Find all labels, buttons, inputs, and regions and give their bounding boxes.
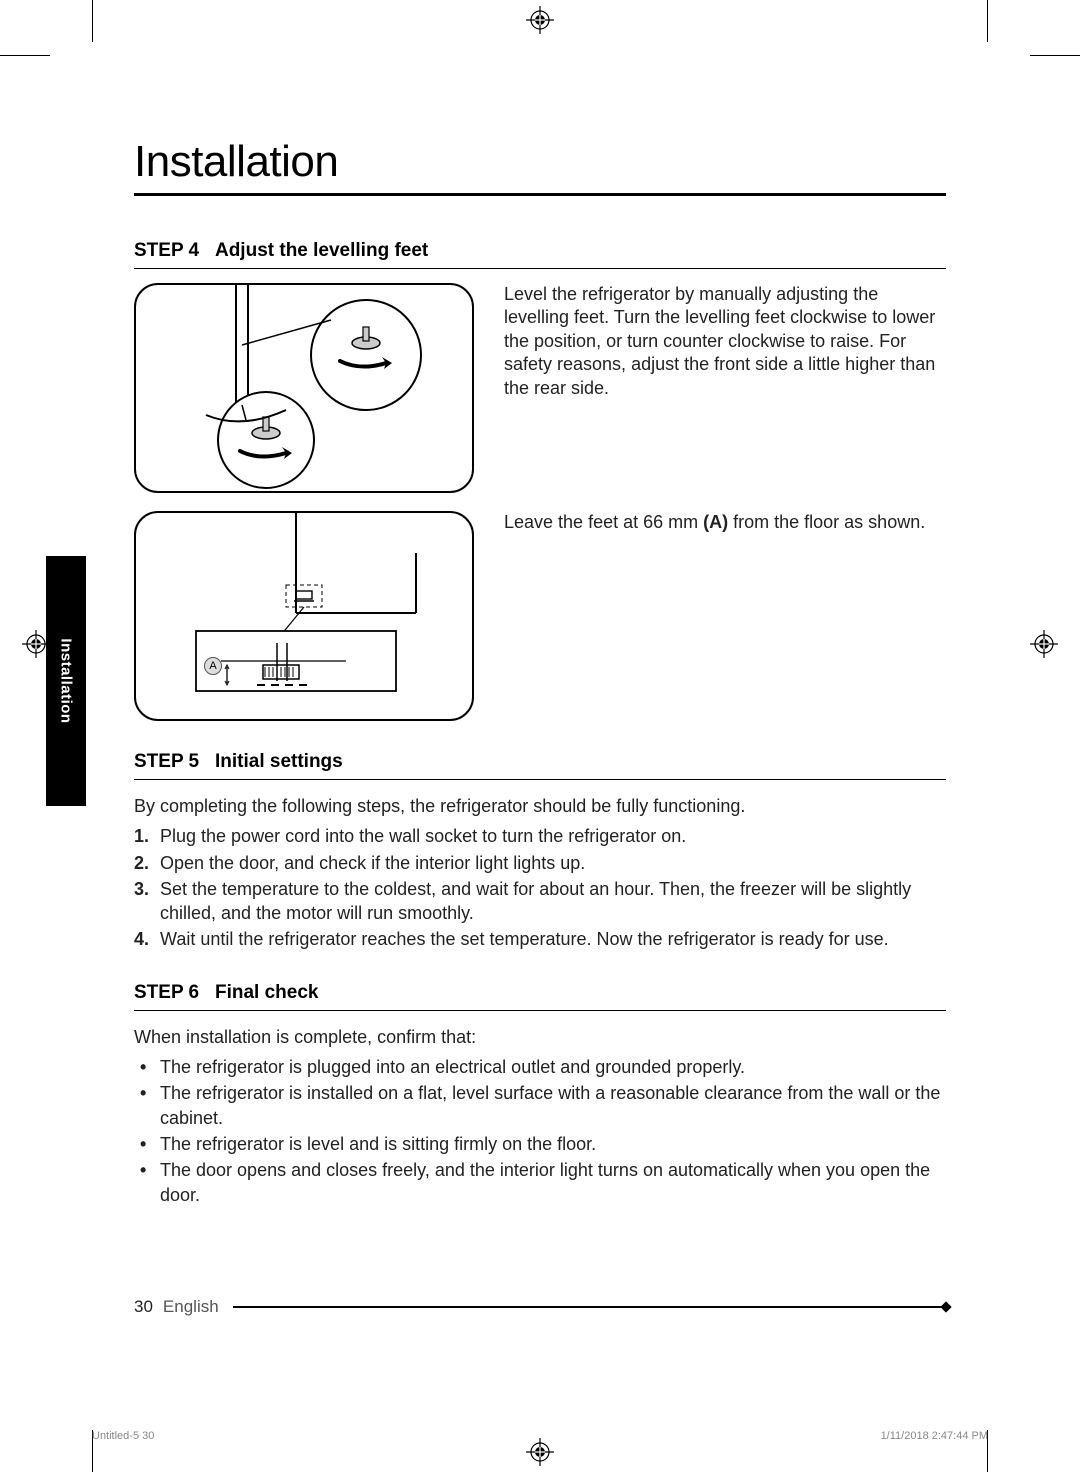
registration-mark-icon xyxy=(526,1438,554,1466)
page-content: Installation STEP 4 Adjust the levelling… xyxy=(92,55,988,1417)
page-footer: 30 English xyxy=(134,1297,946,1317)
step-label: STEP 6 xyxy=(134,982,199,1003)
list-item: Set the temperature to the coldest, and … xyxy=(134,877,946,926)
step-heading: STEP 6 Final check xyxy=(134,982,946,1011)
step-title: Final check xyxy=(215,982,319,1003)
list-item: The refrigerator is plugged into an elec… xyxy=(134,1055,946,1079)
step-label: STEP 4 xyxy=(134,240,199,261)
crop-mark xyxy=(92,0,93,42)
list-item: The refrigerator is installed on a flat,… xyxy=(134,1081,946,1130)
step-heading: STEP 5 Initial settings xyxy=(134,751,946,780)
step-intro: By completing the following steps, the r… xyxy=(134,794,946,818)
section-tab-label: Installation xyxy=(58,638,75,723)
print-meta-timestamp: 1/11/2018 2:47:44 PM xyxy=(881,1430,988,1442)
bullet-list: The refrigerator is plugged into an elec… xyxy=(134,1055,946,1207)
footer-rule xyxy=(233,1306,946,1308)
step-6: STEP 6 Final check When installation is … xyxy=(134,982,946,1207)
page-title: Installation xyxy=(134,137,946,196)
label-a-badge: A xyxy=(204,657,222,675)
step-label: STEP 5 xyxy=(134,751,199,772)
list-item: The door opens and closes freely, and th… xyxy=(134,1158,946,1207)
crop-mark xyxy=(987,0,988,42)
figure-caption: Leave the feet at 66 mm (A) from the flo… xyxy=(504,511,925,721)
registration-mark-icon xyxy=(526,6,554,34)
print-meta-filename: Untitled-5 30 xyxy=(92,1430,154,1442)
step-5: STEP 5 Initial settings By completing th… xyxy=(134,751,946,952)
figure-caption: Level the refrigerator by manually adjus… xyxy=(504,283,946,493)
page-language: English xyxy=(163,1297,219,1317)
crop-mark xyxy=(1030,55,1080,56)
step-4: STEP 4 Adjust the levelling feet xyxy=(134,240,946,721)
step-heading: STEP 4 Adjust the levelling feet xyxy=(134,240,946,269)
list-item: Wait until the refrigerator reaches the … xyxy=(134,927,946,951)
crop-mark xyxy=(0,55,50,56)
figure-feet-height: A xyxy=(134,511,474,721)
figure-levelling-feet xyxy=(134,283,474,493)
step-intro: When installation is complete, confirm t… xyxy=(134,1025,946,1049)
list-item: Plug the power cord into the wall socket… xyxy=(134,824,946,848)
step-title: Initial settings xyxy=(215,751,343,772)
list-item: The refrigerator is level and is sitting… xyxy=(134,1132,946,1156)
registration-mark-icon xyxy=(1030,630,1058,658)
page-number: 30 xyxy=(134,1297,153,1317)
section-tab: Installation xyxy=(46,556,86,806)
numbered-list: Plug the power cord into the wall socket… xyxy=(134,824,946,951)
step-title: Adjust the levelling feet xyxy=(215,240,428,261)
list-item: Open the door, and check if the interior… xyxy=(134,851,946,875)
